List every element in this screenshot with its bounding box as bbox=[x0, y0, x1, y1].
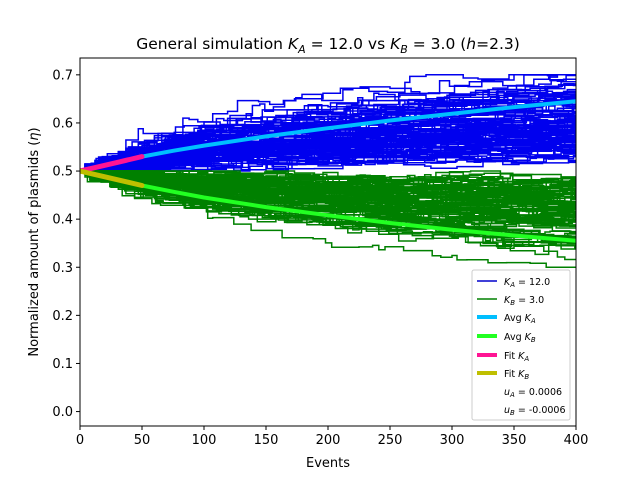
y-tick-label: 0.0 bbox=[52, 405, 73, 420]
legend-label-ka: KA = 12.0 bbox=[504, 277, 550, 289]
x-tick-label: 100 bbox=[192, 433, 217, 448]
simulation-trajectory bbox=[80, 74, 576, 172]
y-tick-label: 0.2 bbox=[52, 309, 73, 324]
legend: KA = 12.0 KB = 3.0 Avg KA Avg KB Fit KA … bbox=[471, 269, 571, 421]
y-tick-label: 0.6 bbox=[52, 116, 73, 131]
simulation-lines-kb bbox=[80, 170, 576, 269]
x-tick-label: 50 bbox=[134, 433, 151, 448]
legend-label-ua: uA = 0.0006 bbox=[504, 387, 562, 399]
x-tick-label: 150 bbox=[254, 433, 279, 448]
x-tick-label: 350 bbox=[502, 433, 527, 448]
legend-box bbox=[471, 269, 571, 421]
y-axis-label: Normalized amount of plasmids (η) bbox=[27, 127, 42, 356]
simulation-trajectory bbox=[80, 74, 576, 172]
x-tick-label: 0 bbox=[76, 433, 84, 448]
legend-label-kb: KB = 3.0 bbox=[504, 295, 544, 307]
simulation-trajectory bbox=[80, 170, 576, 221]
x-tick-label: 200 bbox=[316, 433, 341, 448]
simulation-trajectory bbox=[80, 97, 576, 172]
x-tick-label: 300 bbox=[440, 433, 465, 448]
series-layer bbox=[80, 99, 576, 243]
y-tick-label: 0.4 bbox=[52, 213, 73, 228]
simulation-trajectory bbox=[80, 126, 576, 172]
simulation-trajectory bbox=[80, 138, 576, 172]
simulation-trajectory bbox=[80, 131, 576, 172]
y-tick-label: 0.1 bbox=[52, 357, 73, 372]
simulation-trajectory bbox=[80, 80, 576, 172]
simulation-trajectory bbox=[80, 170, 576, 201]
chart-title: General simulation KA = 12.0 vs KB = 3.0… bbox=[136, 35, 520, 56]
series-line-fit-a bbox=[80, 154, 145, 174]
simulation-trajectory bbox=[80, 170, 576, 238]
simulation-trajectory bbox=[80, 114, 576, 172]
legend-label-fit-kb: Fit KB bbox=[504, 369, 529, 381]
y-tick-label: 0.3 bbox=[52, 261, 73, 276]
x-tick-label: 250 bbox=[378, 433, 403, 448]
simulation-trajectory bbox=[80, 170, 576, 209]
series-line-fit-b bbox=[80, 168, 145, 188]
simulation-trajectory bbox=[80, 170, 576, 269]
legend-label-avg-kb: Avg KB bbox=[504, 332, 536, 344]
simulation-trajectory bbox=[80, 138, 576, 172]
simulation-trajectory bbox=[80, 170, 576, 243]
simulation-trajectory bbox=[80, 146, 576, 172]
y-tick-label: 0.7 bbox=[52, 68, 73, 83]
x-axis-label: Events bbox=[306, 456, 350, 471]
y-tick-label: 0.5 bbox=[52, 165, 73, 180]
simulation-trajectory bbox=[80, 98, 576, 172]
legend-label-avg-ka: Avg KA bbox=[504, 313, 536, 325]
x-tick-label: 400 bbox=[564, 433, 589, 448]
x-axis-ticks: 0 50 100 150 200 250 300 350 400 bbox=[76, 426, 589, 448]
y-axis-ticks: 0.0 0.1 0.2 0.3 0.4 0.5 0.6 0.7 bbox=[52, 68, 80, 420]
legend-label-fit-ka: Fit KA bbox=[504, 351, 529, 363]
simulation-trajectory bbox=[80, 170, 576, 185]
simulation-lines-ka bbox=[80, 74, 576, 172]
simulation-trajectory bbox=[80, 170, 576, 217]
legend-label-ub: uB = -0.0006 bbox=[504, 405, 566, 417]
